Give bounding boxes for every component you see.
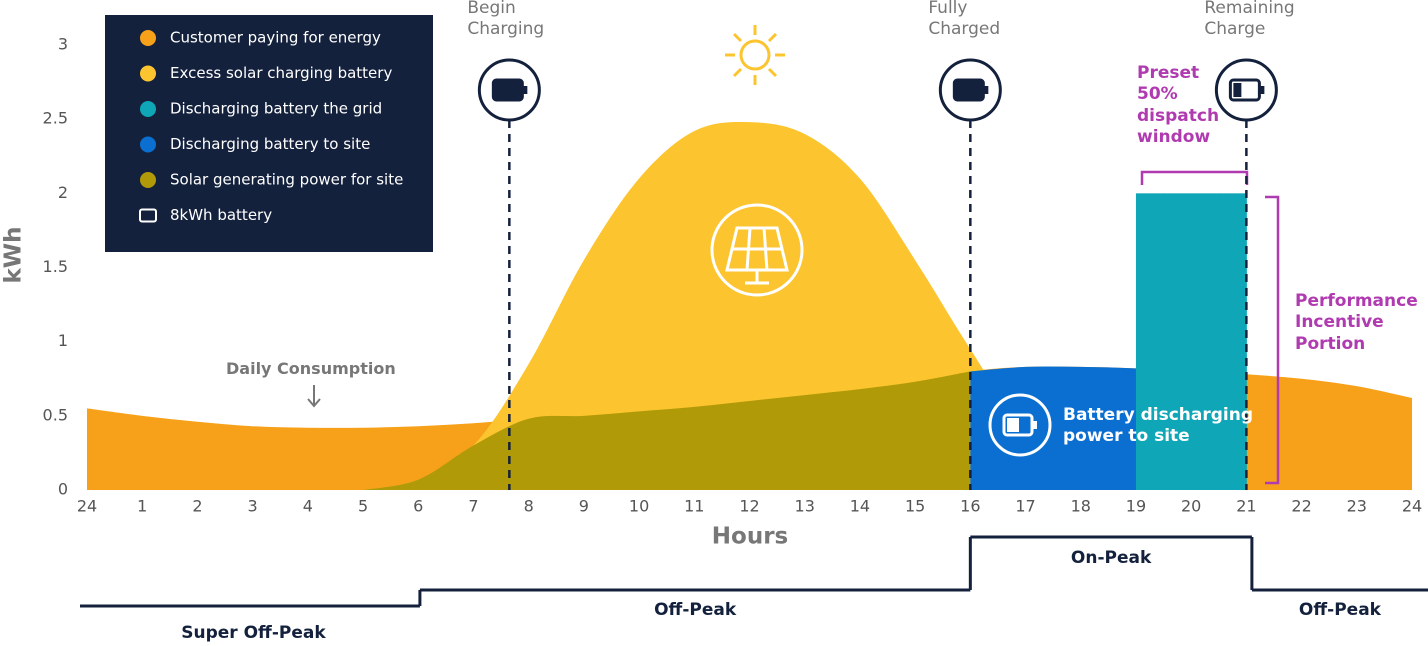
legend-label: 8kWh battery xyxy=(170,206,272,224)
legend-box xyxy=(105,15,433,252)
x-tick-label: 4 xyxy=(303,497,313,516)
x-tick-label: 1 xyxy=(137,497,147,516)
legend-swatch xyxy=(140,136,156,153)
x-tick-label: 18 xyxy=(1071,497,1091,516)
x-tick-label: 19 xyxy=(1126,497,1146,516)
bar xyxy=(1218,193,1247,491)
x-tick-label: 24 xyxy=(77,497,97,516)
period-label: On-Peak xyxy=(1071,548,1152,568)
solar-panel-icon xyxy=(710,203,804,297)
legend-label: Discharging battery the grid xyxy=(170,100,382,118)
y-tick-label: 1.5 xyxy=(43,257,68,276)
legend-swatch xyxy=(140,65,156,82)
annotation: Battery discharging power to site xyxy=(1063,405,1254,447)
x-tick-label: 23 xyxy=(1347,497,1367,516)
y-tick-label: 2 xyxy=(58,183,68,202)
x-tick-label: 2 xyxy=(192,497,202,516)
y-tick-label: 3 xyxy=(58,35,68,54)
battery-tip xyxy=(984,86,989,94)
period-label: Off-Peak xyxy=(654,600,737,620)
battery-tip xyxy=(523,86,528,94)
y-tick-label: 0.5 xyxy=(43,405,68,424)
annotation: Preset 50% dispatch window xyxy=(1137,63,1220,147)
decorations xyxy=(307,25,1280,485)
legend-label: Discharging battery to site xyxy=(170,135,370,153)
x-tick-label: 15 xyxy=(905,497,925,516)
x-axis-label: Hours xyxy=(712,524,788,550)
x-tick-label: 3 xyxy=(248,497,258,516)
x-tick-label: 16 xyxy=(960,497,980,516)
battery-charge xyxy=(1233,83,1242,97)
period-label: Super Off-Peak xyxy=(181,623,326,643)
battery-icon xyxy=(491,78,524,102)
x-tick-label: 8 xyxy=(524,497,534,516)
legend-battery-icon xyxy=(139,208,157,223)
x-tick-label: 7 xyxy=(468,497,478,516)
legend-label: Excess solar charging battery xyxy=(170,64,392,82)
x-tick-label: 10 xyxy=(629,497,649,516)
y-tick-label: 2.5 xyxy=(43,109,68,128)
x-tick-label: 12 xyxy=(739,497,759,516)
event-icon xyxy=(1214,58,1278,122)
event-label: Begin Charging xyxy=(467,0,545,40)
x-tick-label: 9 xyxy=(579,497,589,516)
incentive-bracket xyxy=(1265,195,1280,485)
x-tick-label: 6 xyxy=(413,497,423,516)
y-tick-label: 0 xyxy=(58,480,68,499)
y-axis-label: kWh xyxy=(1,226,27,283)
y-tick-label: 1 xyxy=(58,331,68,350)
x-tick-label: 13 xyxy=(795,497,815,516)
battery-icon xyxy=(1228,78,1261,102)
bar xyxy=(1135,193,1165,491)
battery-icon xyxy=(988,393,1052,457)
battery-icon xyxy=(952,78,985,102)
legend-swatch xyxy=(140,101,156,117)
period-label: Off-Peak xyxy=(1299,600,1382,620)
area xyxy=(363,371,971,490)
dispatch-bracket xyxy=(1140,170,1249,185)
sun-icon xyxy=(725,25,785,85)
annotation: Performance Incentive Portion xyxy=(1295,291,1418,354)
x-tick-label: 20 xyxy=(1181,497,1201,516)
x-tick-label: 11 xyxy=(684,497,704,516)
x-tick-label: 24 xyxy=(1402,497,1422,516)
annotation: Daily Consumption xyxy=(226,359,396,378)
bar xyxy=(1163,193,1220,491)
x-tick-label: 14 xyxy=(850,497,870,516)
legend-label: Solar generating power for site xyxy=(170,171,403,189)
legend-label: Customer paying for energy xyxy=(170,29,381,47)
event-label: Remaining Charge xyxy=(1204,0,1295,40)
x-tick-label: 5 xyxy=(358,497,368,516)
consumption-arrow xyxy=(307,385,321,408)
battery-tip xyxy=(1260,86,1265,94)
x-tick-label: 21 xyxy=(1236,497,1256,516)
x-tick-label: 22 xyxy=(1291,497,1311,516)
legend-swatch xyxy=(140,172,156,188)
x-tick-label: 17 xyxy=(1015,497,1035,516)
legend-swatch xyxy=(140,30,156,46)
event-label: Fully Charged xyxy=(928,0,1001,40)
